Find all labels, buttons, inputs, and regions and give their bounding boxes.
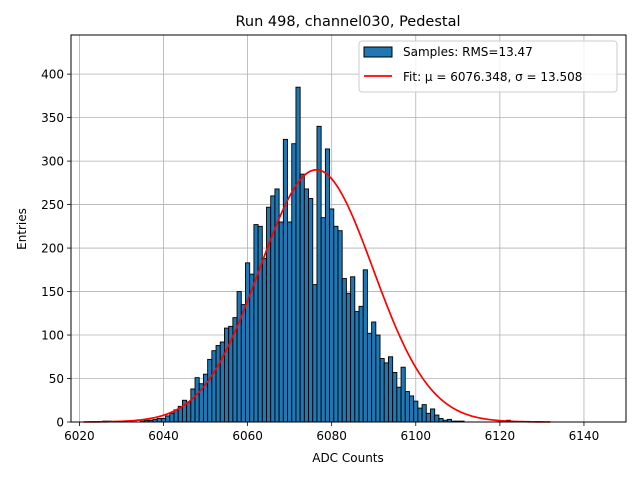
histogram-bar bbox=[396, 386, 402, 423]
histogram-bar bbox=[417, 407, 423, 423]
x-tick-label: 6120 bbox=[485, 429, 516, 443]
plot-frame bbox=[70, 34, 627, 423]
histogram-bar bbox=[278, 221, 284, 423]
histogram-bar bbox=[329, 208, 335, 423]
histogram-bar bbox=[413, 400, 419, 423]
histogram-bar bbox=[190, 388, 196, 423]
y-tick-label: 250 bbox=[41, 198, 64, 212]
y-tick-label: 100 bbox=[41, 329, 64, 343]
histogram-bar bbox=[312, 284, 318, 423]
histogram-bar bbox=[387, 356, 394, 423]
histogram-bar bbox=[324, 148, 331, 423]
histogram-bar bbox=[236, 291, 242, 423]
histogram-bar bbox=[383, 362, 389, 423]
histogram-bar bbox=[257, 225, 263, 423]
histogram-bar bbox=[366, 332, 373, 423]
histogram-bar bbox=[354, 311, 360, 423]
histogram-bar bbox=[186, 401, 192, 423]
histogram-bar bbox=[282, 138, 288, 423]
histogram-bar bbox=[409, 395, 415, 423]
histogram-bar bbox=[345, 292, 352, 423]
x-axis-label: ADC Counts bbox=[312, 451, 384, 465]
chart-title: Run 498, channel030, Pedestal bbox=[235, 14, 460, 30]
x-tick-label: 6080 bbox=[316, 429, 347, 443]
histogram-bar bbox=[375, 334, 381, 423]
histogram-bar bbox=[421, 404, 427, 423]
histogram-bar bbox=[320, 217, 326, 423]
y-tick-label: 350 bbox=[41, 111, 64, 125]
axes bbox=[70, 34, 627, 423]
y-tick-label: 400 bbox=[41, 68, 64, 82]
histogram-bar bbox=[438, 418, 444, 423]
legend-label-fit: Fit: μ = 6076.348, σ = 13.508 bbox=[403, 70, 582, 84]
histogram-bar bbox=[404, 391, 410, 423]
histogram-bar bbox=[303, 188, 310, 423]
histogram-bar bbox=[350, 276, 356, 423]
histogram-bar bbox=[253, 224, 259, 423]
histogram-bar bbox=[362, 269, 368, 423]
histogram-bar bbox=[299, 173, 305, 423]
histogram-bar bbox=[224, 327, 230, 423]
histogram-bar bbox=[308, 198, 314, 423]
histogram-bar bbox=[165, 415, 171, 423]
histogram-bar bbox=[160, 418, 167, 423]
x-tick-label: 6020 bbox=[64, 429, 95, 443]
x-tick-label: 6100 bbox=[400, 429, 431, 443]
histogram-bar bbox=[194, 377, 200, 423]
y-tick-label: 50 bbox=[49, 372, 64, 386]
y-axis-ticks: 0 50 100 150 200 250 300 350 400 bbox=[41, 68, 71, 430]
legend-label-samples: Samples: RMS=13.47 bbox=[403, 45, 533, 59]
histogram-bars bbox=[102, 86, 511, 423]
y-tick-label: 200 bbox=[41, 242, 64, 256]
histogram-bar bbox=[215, 345, 221, 423]
histogram-bar bbox=[392, 371, 398, 423]
histogram-bar bbox=[245, 262, 251, 423]
histogram-bar bbox=[337, 230, 343, 423]
histogram-bar bbox=[249, 273, 255, 423]
fit-curve-group bbox=[83, 168, 551, 423]
histogram-bar bbox=[341, 278, 347, 423]
y-tick-label: 150 bbox=[41, 285, 64, 299]
y-tick-label: 0 bbox=[56, 416, 64, 430]
y-axis-label: Entries bbox=[15, 208, 29, 250]
legend: Samples: RMS=13.47 Fit: μ = 6076.348, σ … bbox=[358, 40, 618, 93]
histogram-bar bbox=[169, 412, 175, 423]
histogram-bar bbox=[261, 258, 267, 423]
x-tick-label: 6040 bbox=[148, 429, 179, 443]
x-tick-label: 6060 bbox=[232, 429, 263, 443]
histogram-bar bbox=[333, 225, 339, 423]
histogram-bar bbox=[156, 418, 162, 423]
histogram-bar bbox=[379, 358, 385, 423]
histogram-bar bbox=[207, 358, 213, 423]
legend-swatch-samples bbox=[363, 46, 393, 58]
histogram-bar bbox=[295, 86, 301, 423]
histogram-bar bbox=[430, 408, 436, 423]
x-axis-ticks: 6020 6040 6060 6080 6100 6120 6140 bbox=[64, 422, 599, 443]
histogram-bar bbox=[287, 221, 293, 423]
histogram-bar bbox=[211, 350, 217, 423]
histogram-bar bbox=[358, 305, 364, 423]
histogram-bar bbox=[240, 304, 246, 423]
fit-curve bbox=[83, 168, 551, 423]
x-tick-label: 6140 bbox=[569, 429, 600, 443]
histogram-bar bbox=[400, 366, 406, 423]
histogram-bar bbox=[425, 412, 431, 423]
histogram-bar bbox=[434, 414, 440, 423]
histogram-bar bbox=[371, 321, 377, 423]
y-tick-label: 300 bbox=[41, 155, 64, 169]
